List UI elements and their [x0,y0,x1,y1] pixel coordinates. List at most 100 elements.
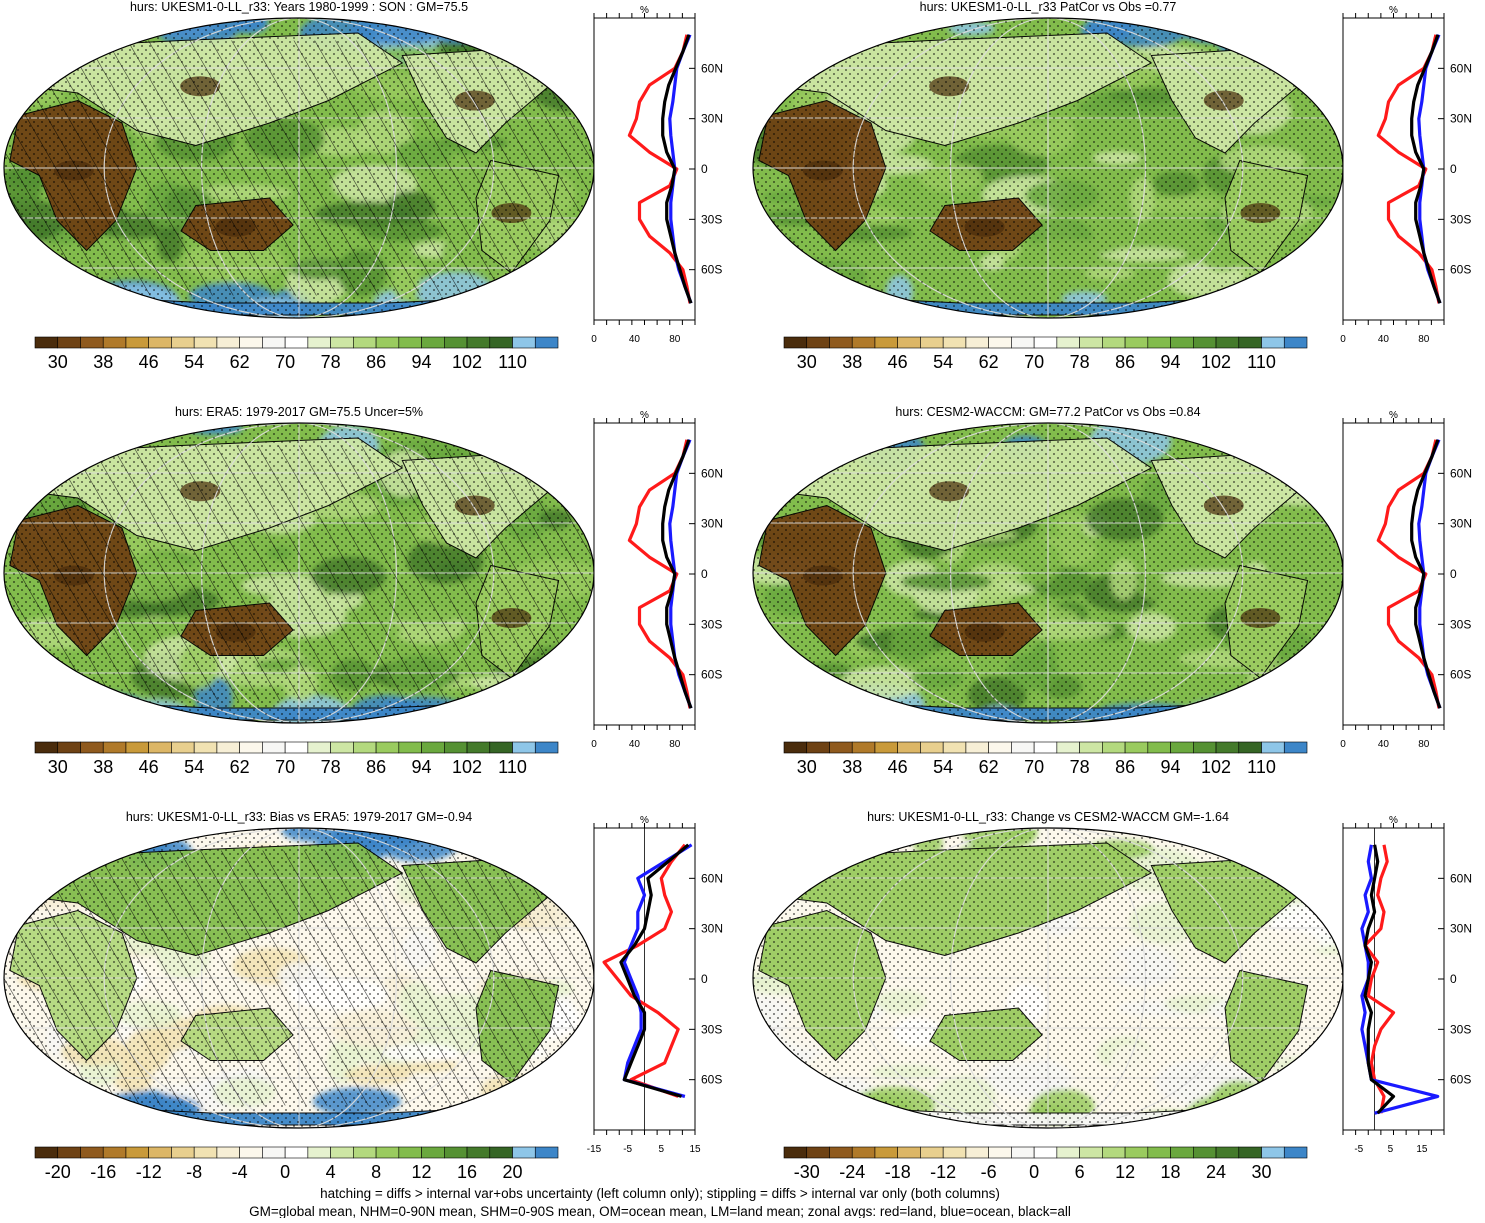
colorbar-tick-label: 78 [321,757,341,777]
colorbar-tick-label: 86 [1115,757,1135,777]
lat-tick-label: 60N [701,61,723,75]
footer-note-2: GM=global mean, NHM=0-90N mean, SHM=0-90… [249,1204,1071,1218]
colorbar-swatch [875,337,898,348]
colorbar-swatch [35,1147,58,1158]
x-tick-label: 80 [1418,739,1430,750]
colorbar-swatch [966,337,989,348]
colorbar-swatch [852,1147,875,1158]
colorbar-swatch [1193,337,1216,348]
colorbar-swatch [490,742,513,753]
colorbar-tick-label: -18 [885,1162,911,1182]
colorbar-swatch [1239,1147,1262,1158]
colorbar-swatch [467,1147,490,1158]
x-tick-label: 40 [629,334,641,345]
colorbar-swatch [1284,1147,1307,1158]
colorbar-tick-label: 78 [1070,757,1090,777]
colorbar-tick-label: 62 [230,757,250,777]
colorbar-swatch [920,1147,943,1158]
x-tick-label: 0 [1340,334,1346,345]
x-tick-label: 80 [669,739,681,750]
colorbar-swatch [898,1147,921,1158]
colorbar-swatch [1148,742,1171,753]
colorbar-swatch [943,337,966,348]
map-field [711,815,1385,1135]
colorbar-swatch [1102,337,1125,348]
colorbar-swatch [1171,742,1194,753]
colorbar-tick-label: -8 [186,1162,202,1182]
colorbar-swatch [422,337,445,348]
colorbar-tick-label: 78 [1070,352,1090,372]
colorbar-swatch [1011,742,1034,753]
colorbar-swatch [1080,337,1103,348]
colorbar-swatch [103,1147,126,1158]
lat-tick-label: 0 [1450,972,1457,986]
x-tick-label: 80 [1418,334,1430,345]
colorbar-tick-label: -12 [136,1162,162,1182]
lat-tick-label: 30S [1450,617,1471,631]
colorbar-swatch [194,337,217,348]
colorbar-swatch [1284,337,1307,348]
map-field [0,817,643,1138]
colorbar-tick-label: 86 [366,757,386,777]
colorbar-tick-label: 94 [1161,757,1181,777]
colorbar-swatch [35,742,58,753]
colorbar-swatch [898,742,921,753]
colorbar-swatch [1011,1147,1034,1158]
colorbar-tick-label: 102 [452,352,482,372]
colorbar-tick-label: 102 [452,757,482,777]
hatching [4,446,594,701]
colorbar-swatch [444,742,467,753]
colorbar-tick-label: 30 [797,757,817,777]
colorbar-swatch [444,1147,467,1158]
colorbar-swatch [513,337,536,348]
colorbar-swatch [331,337,354,348]
colorbar-tick-label: 38 [93,757,113,777]
colorbar-swatch [171,337,194,348]
colorbar-swatch [171,1147,194,1158]
colorbar-tick-label: 54 [933,757,953,777]
colorbar-swatch [1057,742,1080,753]
colorbar-swatch [943,742,966,753]
colorbar-swatch [829,742,852,753]
colorbar-swatch [1034,742,1057,753]
map-field [718,11,1368,338]
colorbar-swatch [784,742,807,753]
colorbar-tick-label: 70 [1024,757,1044,777]
colorbar-swatch [240,337,263,348]
colorbar-swatch [1193,1147,1216,1158]
hatching [4,851,594,1106]
footer-note-1: hatching = diffs > internal var+obs unce… [320,1186,1000,1201]
colorbar-tick-label: 12 [412,1162,432,1182]
lat-tick-label: 30S [701,617,722,631]
colorbar-swatch [308,337,331,348]
colorbar-swatch [126,1147,149,1158]
lat-tick-label: 30S [1450,212,1471,226]
colorbar-swatch [126,742,149,753]
colorbar-swatch [194,742,217,753]
panel-title: hurs: UKESM1-0-LL_r33: Change vs CESM2-W… [867,810,1229,824]
lat-tick-label: 30N [1450,922,1472,936]
stippling [753,18,1343,318]
colorbar-swatch [513,742,536,753]
colorbar-swatch [898,337,921,348]
colorbar-swatch [58,742,81,753]
colorbar-swatch [989,1147,1012,1158]
colorbar-swatch [875,742,898,753]
colorbar-tick-label: 110 [498,352,527,372]
colorbar-tick-label: 70 [1024,352,1044,372]
colorbar-swatch [80,1147,103,1158]
x-tick-label: -5 [1354,1144,1363,1155]
colorbar-tick-label: -24 [839,1162,865,1182]
colorbar-swatch [1262,742,1285,753]
colorbar-swatch [1239,742,1262,753]
colorbar-swatch [490,1147,513,1158]
colorbar-swatch [1193,742,1216,753]
colorbar-swatch [103,742,126,753]
lat-tick-label: 30S [1450,1022,1471,1036]
colorbar-swatch [966,1147,989,1158]
